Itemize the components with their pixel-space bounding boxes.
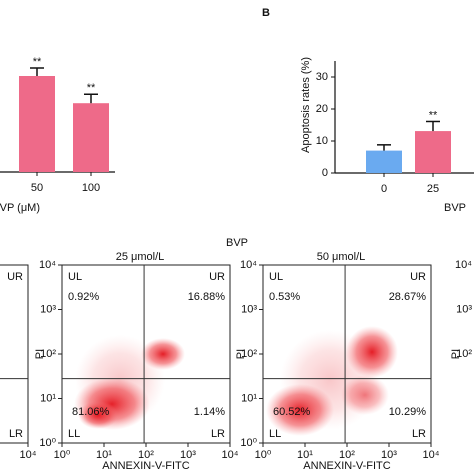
plot-frame	[0, 264, 29, 444]
quadrant-name: UR	[410, 271, 426, 283]
x-tick-label: 10¹	[297, 449, 313, 461]
x-axis-label: BVP	[444, 202, 466, 214]
x-tick-label: 10⁴	[222, 449, 239, 461]
x-tick-label: 10²	[339, 449, 355, 461]
y-tick-label: 10³	[241, 303, 257, 315]
y-tick-label: 10	[316, 135, 328, 147]
bar	[415, 131, 451, 173]
x-axis-label: ANNEXIN-V-FITC	[102, 460, 189, 472]
quadrant-name: LR	[9, 428, 23, 440]
x-axis-label: BVP (μM)	[0, 202, 40, 214]
x-tick-label: 10⁰	[255, 449, 272, 461]
quadrant-name: UL	[269, 271, 283, 283]
quadrant-name: LL	[269, 428, 281, 440]
plot-title: 50 μmol/L	[317, 251, 366, 263]
bar	[366, 150, 402, 173]
quadrant-name: LL	[68, 428, 80, 440]
y-tick-label: 10²	[456, 348, 472, 360]
y-tick-label: 10³	[456, 303, 472, 315]
quadrant-percent: 81.06%	[72, 406, 110, 418]
x-tick-label: 10¹	[96, 449, 112, 461]
significance: **	[33, 56, 42, 68]
x-tick-label: 100	[82, 182, 100, 194]
x-tick-label: 10⁴	[423, 449, 440, 461]
quadrant-name: UR	[209, 271, 225, 283]
y-tick-label: 10⁴	[455, 259, 472, 271]
significance: **	[429, 109, 438, 121]
quadrant-name: UL	[68, 271, 82, 283]
x-axis-label: ANNEXIN-V-FITC	[303, 460, 390, 472]
quadrant-percent: 1.14%	[194, 406, 225, 418]
y-axis-label: PI	[235, 349, 247, 359]
bar	[73, 103, 109, 172]
y-tick-label: 10²	[40, 348, 56, 360]
quadrant-percent: 60.52%	[273, 406, 311, 418]
quadrant-percent: 0.53%	[269, 291, 300, 303]
y-tick-label: 10⁴	[39, 259, 56, 271]
y-tick-label: 30	[316, 71, 328, 83]
panel-label: B	[262, 7, 270, 19]
x-tick-label: 0	[381, 183, 387, 195]
y-tick-label: 0	[322, 167, 328, 179]
quadrant-percent: 10.29%	[389, 406, 427, 418]
significance: **	[87, 82, 96, 94]
x-tick-label: 10²	[138, 449, 154, 461]
y-axis-label: Apoptosis rates (%)	[300, 57, 312, 153]
y-tick-label: 20	[316, 103, 328, 115]
y-tick-label: 10³	[40, 303, 56, 315]
y-tick-label: 10⁴	[240, 259, 257, 271]
y-axis-label: PI	[34, 349, 46, 359]
quadrant-name: UR	[7, 271, 23, 283]
x-tick-label: 25	[427, 183, 439, 195]
x-tick-label: 10⁴	[20, 449, 37, 461]
x-tick-label: 10³	[381, 449, 397, 461]
plot-title: 25 μmol/L	[116, 251, 165, 263]
group-label: BVP	[226, 237, 248, 249]
x-tick-label: 50	[31, 182, 43, 194]
y-tick-label: 10⁰	[240, 437, 257, 449]
y-tick-label: 10²	[241, 348, 257, 360]
y-tick-label: 10⁰	[39, 437, 56, 449]
quadrant-percent: 0.92%	[68, 291, 99, 303]
y-tick-label: 10¹	[241, 392, 257, 404]
bar	[19, 76, 55, 172]
y-axis-label: PI	[450, 349, 462, 359]
quadrant-percent: 28.67%	[389, 291, 427, 303]
quadrant-name: LR	[412, 428, 426, 440]
quadrant-name: LR	[211, 428, 225, 440]
x-tick-label: 10⁰	[54, 449, 71, 461]
event-density	[74, 326, 398, 436]
x-tick-label: 10³	[180, 449, 196, 461]
y-tick-label: 10¹	[40, 392, 56, 404]
quadrant-percent: 16.88%	[188, 291, 226, 303]
